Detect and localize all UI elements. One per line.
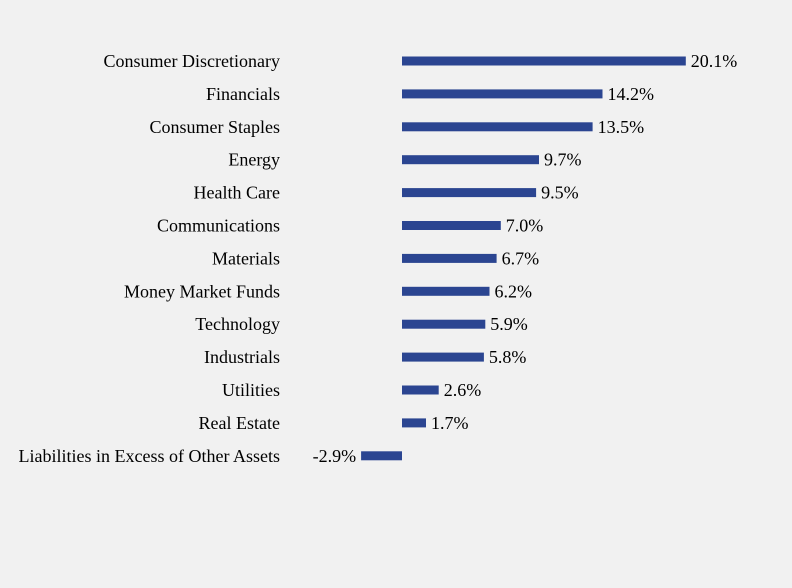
bar-utilities (402, 385, 439, 395)
category-label-money-market-funds: Money Market Funds (124, 281, 280, 301)
bar-consumer-discretionary (402, 56, 686, 66)
value-label-materials: 6.7% (502, 248, 539, 268)
category-label-consumer-staples: Consumer Staples (150, 117, 281, 137)
value-label-consumer-staples: 13.5% (598, 117, 645, 137)
bar-financials (402, 89, 603, 99)
value-labels: 20.1% 14.2% 13.5% 9.7% 9.5% 7.0% 6.7% 6.2% 5.9% 5… (313, 51, 738, 466)
category-label-health-care: Health Care (194, 183, 280, 203)
bar-money-market-funds (402, 286, 490, 296)
value-label-industrials: 5.8% (489, 347, 527, 367)
value-label-utilities: 2.6% (444, 380, 482, 400)
category-label-utilities: Utilities (222, 380, 280, 400)
value-label-money-market-funds: 6.2% (495, 281, 533, 301)
value-label-technology: 5.9% (490, 314, 528, 334)
category-label-consumer-discretionary: Consumer Discretionary (104, 51, 280, 71)
value-label-real-estate: 1.7% (431, 413, 469, 433)
category-label-industrials: Industrials (204, 347, 280, 367)
bars-layer (361, 56, 686, 461)
value-label-energy: 9.7% (544, 150, 582, 170)
bar-real-estate (402, 418, 426, 428)
category-label-materials: Materials (212, 248, 280, 268)
category-label-communications: Communications (157, 216, 280, 236)
bar-communications (402, 221, 501, 230)
value-label-consumer-discretionary: 20.1% (691, 51, 738, 71)
bar-materials (402, 253, 497, 263)
category-label-energy: Energy (228, 150, 280, 170)
category-label-financials: Financials (206, 84, 280, 104)
bar-consumer-staples (402, 122, 593, 132)
category-label-liabilities-in-excess-of-other-assets: Liabilities in Excess of Other Assets (19, 446, 280, 466)
value-label-communications: 7.0% (506, 216, 544, 236)
value-label-financials: 14.2% (608, 84, 655, 104)
bar-liabilities-in-excess-of-other-assets (361, 451, 402, 461)
value-label-liabilities-in-excess-of-other-assets: -2.9% (313, 446, 357, 466)
bar-health-care (402, 188, 537, 198)
bar-industrials (402, 352, 484, 362)
bar-technology (402, 319, 486, 329)
category-labels: Consumer Discretionary Financials Consumer… (19, 51, 280, 466)
value-label-health-care: 9.5% (541, 183, 579, 203)
category-label-real-estate: Real Estate (199, 413, 280, 433)
bar-energy (402, 155, 539, 165)
category-label-technology: Technology (195, 314, 280, 334)
